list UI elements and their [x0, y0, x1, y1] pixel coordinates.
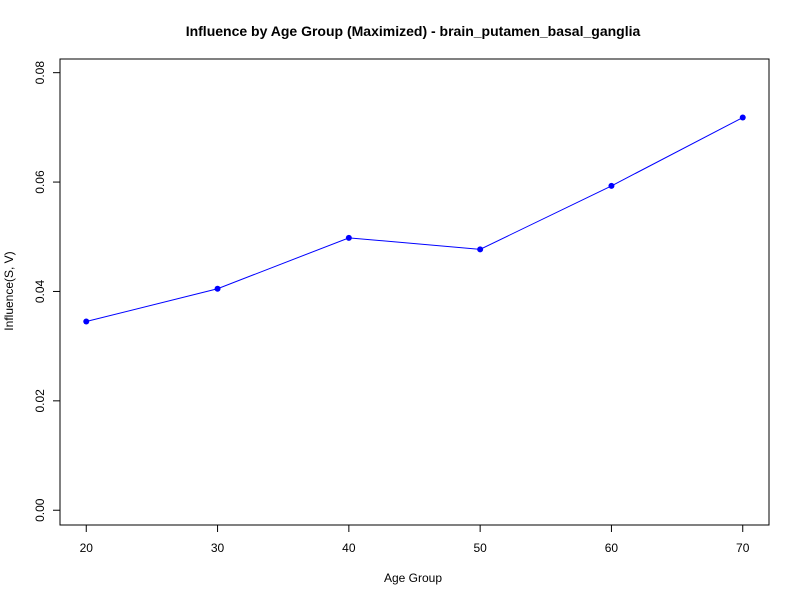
x-tick-label: 30: [211, 541, 225, 555]
x-tick-label: 60: [605, 541, 619, 555]
y-tick-label: 0.00: [33, 498, 47, 522]
data-point: [608, 182, 615, 189]
chart-title: Influence by Age Group (Maximized) - bra…: [186, 23, 641, 39]
x-tick-label: 50: [473, 541, 487, 555]
data-point: [477, 246, 484, 253]
y-tick-label: 0.06: [33, 170, 47, 194]
data-point: [345, 234, 352, 241]
series-line: [86, 117, 743, 323]
y-tick-label: 0.08: [33, 61, 47, 85]
x-axis: 20 30 40 50 60 70: [80, 524, 750, 555]
y-axis: 0.00 0.02 0.04 0.06 0.08: [33, 61, 61, 522]
x-tick-label: 70: [736, 541, 750, 555]
series-layer: [83, 114, 746, 325]
x-axis-label: Age Group: [384, 571, 442, 585]
x-tick-label: 40: [342, 541, 356, 555]
y-axis-label: Influence(S, V): [2, 251, 16, 330]
y-tick-label: 0.04: [33, 279, 47, 303]
x-tick-label: 20: [80, 541, 94, 555]
plot-frame: [59, 58, 770, 526]
data-point: [739, 114, 746, 121]
data-point: [214, 285, 221, 292]
y-tick-label: 0.02: [33, 389, 47, 413]
data-point: [83, 318, 90, 325]
